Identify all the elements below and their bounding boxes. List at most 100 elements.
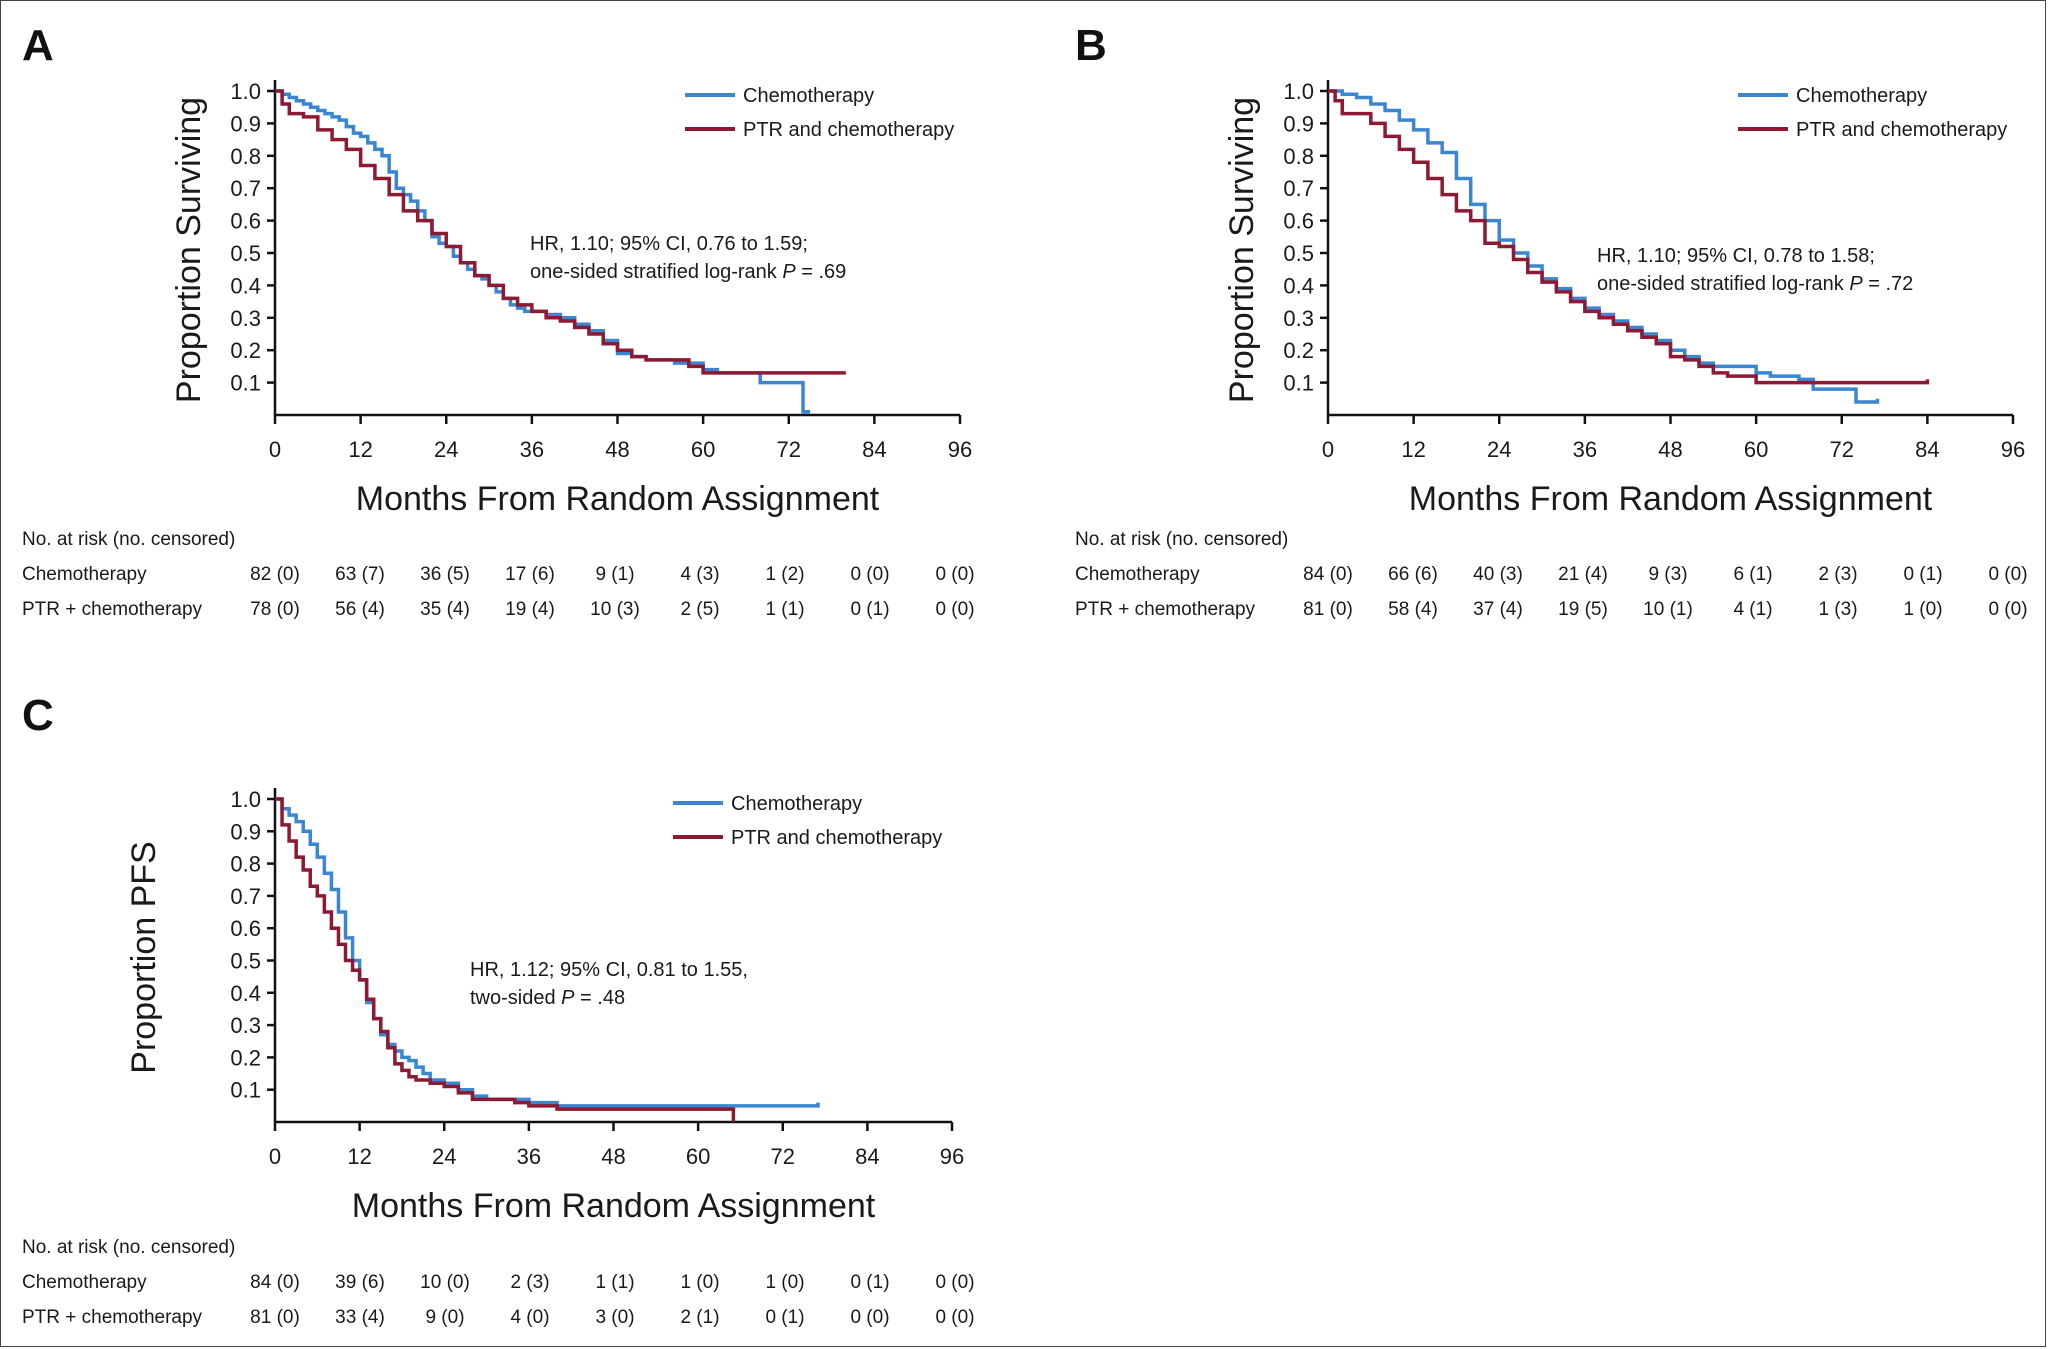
risk-cell: 81 (0) — [250, 1307, 300, 1328]
risk-cell: 4 (1) — [1733, 599, 1772, 620]
risk-cell: 10 (3) — [590, 599, 640, 620]
risk-row-label: PTR + chemotherapy — [1075, 599, 1256, 620]
y-tick-label: 0.3 — [230, 306, 261, 331]
y-tick-label: 1.0 — [230, 787, 261, 812]
y-axis-title: Proportion PFS — [125, 841, 163, 1073]
risk-cell: 1 (2) — [765, 564, 804, 585]
p-value-annotation: one-sided stratified log-rank P = .69 — [530, 261, 846, 283]
y-tick-label: 0.9 — [1283, 111, 1314, 136]
x-tick-label: 60 — [1744, 437, 1768, 462]
x-tick-label: 60 — [691, 437, 715, 462]
x-tick-label: 24 — [1487, 437, 1511, 462]
y-tick-label: 0.1 — [230, 1078, 261, 1103]
y-tick-label: 1.0 — [1283, 79, 1314, 104]
risk-cell: 19 (5) — [1558, 599, 1608, 620]
risk-cell: 1 (1) — [765, 599, 804, 620]
x-tick-label: 12 — [347, 1144, 371, 1169]
risk-cell: 36 (5) — [420, 564, 470, 585]
risk-cell: 40 (3) — [1473, 564, 1523, 585]
risk-cell: 19 (4) — [505, 599, 555, 620]
risk-cell: 4 (0) — [510, 1307, 549, 1328]
risk-cell: 2 (1) — [680, 1307, 719, 1328]
risk-cell: 0 (1) — [850, 599, 889, 620]
legend-label: Chemotherapy — [743, 85, 874, 107]
risk-cell: 21 (4) — [1558, 564, 1608, 585]
y-tick-label: 0.2 — [1283, 338, 1314, 363]
risk-table-header: No. at risk (no. censored) — [22, 529, 235, 550]
y-tick-label: 0.9 — [230, 819, 261, 844]
x-tick-label: 36 — [517, 1144, 541, 1169]
x-tick-label: 48 — [601, 1144, 625, 1169]
x-tick-label: 24 — [432, 1144, 456, 1169]
x-tick-label: 96 — [948, 437, 972, 462]
x-tick-label: 0 — [1322, 437, 1334, 462]
y-tick-label: 0.9 — [230, 111, 261, 136]
x-tick-label: 60 — [686, 1144, 710, 1169]
x-tick-label: 72 — [1830, 437, 1854, 462]
risk-cell: 0 (0) — [850, 564, 889, 585]
y-tick-label: 0.4 — [1283, 273, 1314, 298]
y-tick-label: 0.6 — [230, 209, 261, 234]
legend-label: Chemotherapy — [1796, 85, 1927, 107]
p-value-annotation: two-sided P = .48 — [470, 987, 625, 1009]
x-axis-title: Months From Random Assignment — [352, 1187, 876, 1225]
risk-row-label: Chemotherapy — [22, 1272, 147, 1293]
y-tick-label: 0.6 — [1283, 209, 1314, 234]
risk-cell: 0 (1) — [850, 1272, 889, 1293]
risk-cell: 9 (3) — [1648, 564, 1687, 585]
panel-letter: B — [1075, 21, 1107, 70]
series-ptr-curve — [1328, 89, 1930, 385]
risk-cell: 0 (0) — [1988, 599, 2027, 620]
risk-cell: 58 (4) — [1388, 599, 1438, 620]
risk-cell: 17 (6) — [505, 564, 555, 585]
risk-cell: 1 (1) — [595, 1272, 634, 1293]
x-tick-label: 48 — [605, 437, 629, 462]
risk-cell: 0 (1) — [765, 1307, 804, 1328]
risk-cell: 2 (3) — [1818, 564, 1857, 585]
risk-cell: 84 (0) — [250, 1272, 300, 1293]
risk-cell: 37 (4) — [1473, 599, 1523, 620]
x-axis-title: Months From Random Assignment — [1409, 480, 1933, 518]
x-tick-label: 84 — [855, 1144, 879, 1169]
risk-cell: 2 (3) — [510, 1272, 549, 1293]
x-tick-label: 24 — [434, 437, 458, 462]
risk-cell: 1 (0) — [765, 1272, 804, 1293]
x-tick-label: 84 — [862, 437, 886, 462]
y-tick-label: 0.1 — [230, 371, 261, 396]
y-tick-label: 0.2 — [230, 1045, 261, 1070]
x-tick-label: 72 — [777, 437, 801, 462]
y-tick-label: 0.1 — [1283, 371, 1314, 396]
y-tick-label: 0.7 — [230, 176, 261, 201]
risk-cell: 0 (0) — [850, 1307, 889, 1328]
x-tick-label: 12 — [1401, 437, 1425, 462]
hr-annotation: HR, 1.10; 95% CI, 0.78 to 1.58; — [1597, 245, 1875, 267]
x-tick-label: 96 — [2001, 437, 2025, 462]
hr-annotation: HR, 1.12; 95% CI, 0.81 to 1.55, — [470, 959, 748, 981]
risk-table-header: No. at risk (no. censored) — [22, 1237, 235, 1258]
y-tick-label: 0.8 — [230, 144, 261, 169]
risk-row-label: PTR + chemotherapy — [22, 599, 203, 620]
risk-cell: 4 (3) — [680, 564, 719, 585]
y-tick-label: 0.4 — [230, 981, 261, 1006]
risk-cell: 82 (0) — [250, 564, 300, 585]
risk-cell: 9 (0) — [425, 1307, 464, 1328]
y-tick-label: 0.7 — [230, 884, 261, 909]
legend-label: PTR and chemotherapy — [731, 827, 942, 849]
x-tick-label: 0 — [269, 1144, 281, 1169]
y-axis-title: Proportion Surviving — [170, 97, 208, 403]
risk-cell: 35 (4) — [420, 599, 470, 620]
risk-cell: 0 (0) — [935, 1272, 974, 1293]
risk-cell: 6 (1) — [1733, 564, 1772, 585]
risk-cell: 3 (0) — [595, 1307, 634, 1328]
y-axis-title: Proportion Surviving — [1223, 97, 1261, 403]
x-tick-label: 36 — [1573, 437, 1597, 462]
y-tick-label: 0.3 — [1283, 306, 1314, 331]
panel-a: A 1.0 0.9 0.8 0.7 0.6 0.5 0.4 0.3 0.2 0.1 0 12 24 36 48… — [22, 21, 975, 620]
risk-cell: 56 (4) — [335, 599, 385, 620]
risk-cell: 33 (4) — [335, 1307, 385, 1328]
legend-label: PTR and chemotherapy — [743, 119, 954, 141]
y-tick-label: 0.8 — [1283, 144, 1314, 169]
y-tick-label: 0.3 — [230, 1013, 261, 1038]
y-tick-label: 0.5 — [1283, 241, 1314, 266]
x-tick-label: 0 — [269, 437, 281, 462]
